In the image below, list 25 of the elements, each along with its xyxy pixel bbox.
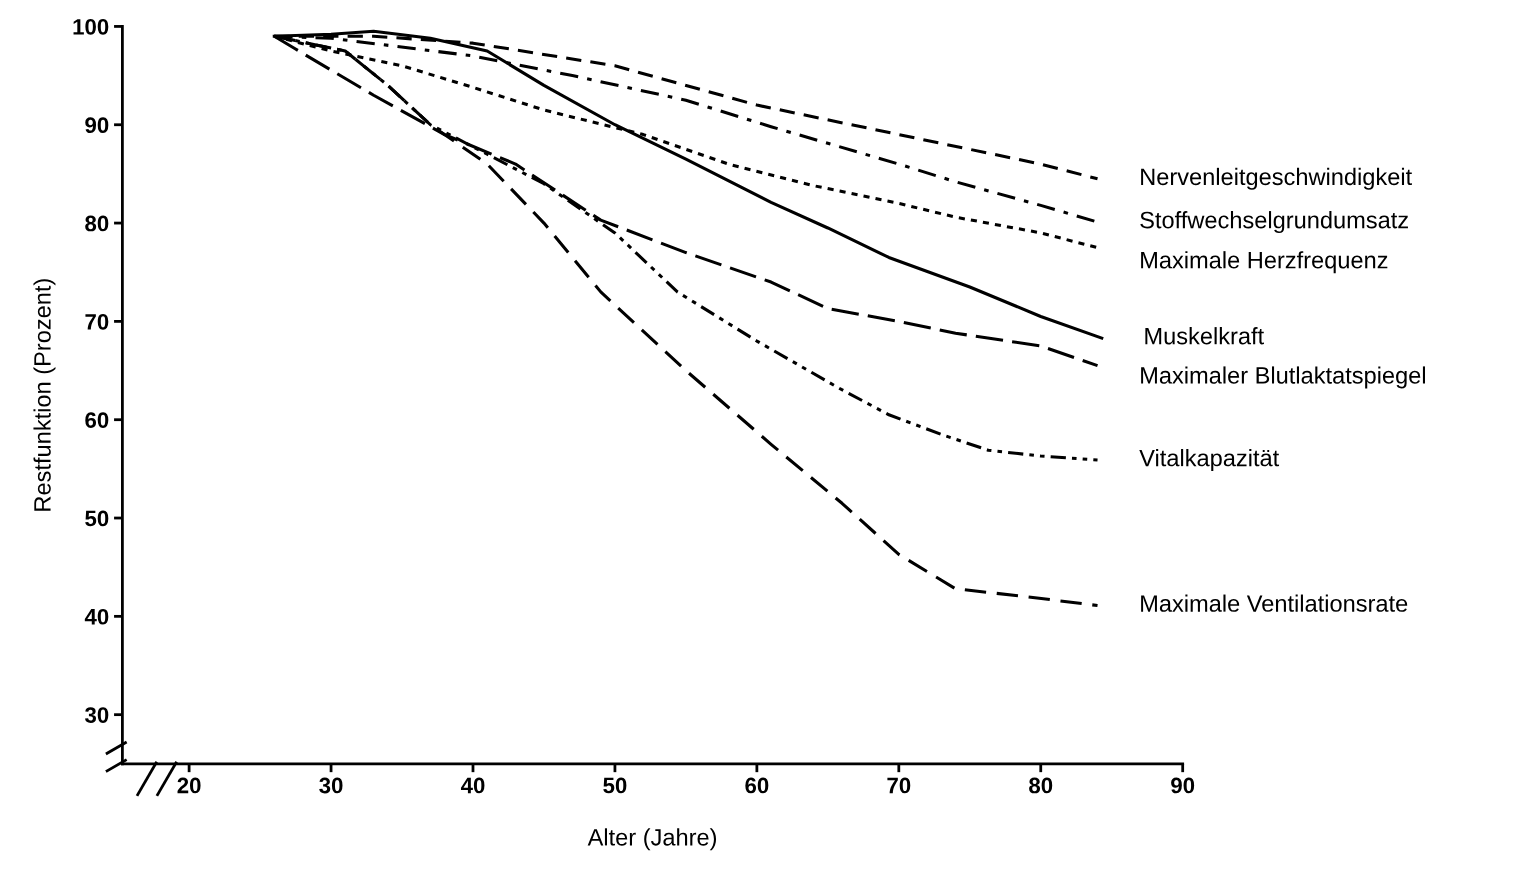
x-tick-label: 30: [319, 777, 343, 794]
x-tick-label: 40: [460, 777, 485, 794]
series-label: Stoffwechselgrundumsatz: [1140, 211, 1408, 234]
series-label: Muskelkraft: [1145, 327, 1264, 345]
x-tick-label: 80: [1029, 777, 1053, 794]
y-tick-label: 60: [85, 412, 109, 428]
y-tick-label: 50: [85, 510, 109, 527]
series-label: Maximaler Blutlaktatspiegel: [1141, 366, 1426, 389]
y-tick-label: 90: [85, 117, 109, 134]
y-axis-title: Restfunktion (Prozent): [33, 279, 56, 511]
y-tick-label: 100: [73, 18, 109, 35]
x-axis-title: Alter (Jahre): [587, 828, 717, 851]
series-label: Maximale Herzfrequenz: [1141, 251, 1388, 274]
x-tick-label: 70: [887, 777, 911, 794]
x-tick-label: 20: [177, 777, 201, 794]
y-tick-label: 30: [85, 707, 109, 723]
x-tick-label: 60: [745, 777, 769, 794]
series-label: Nervenleitgeschwindigkeit: [1141, 167, 1412, 190]
y-tick-label: 40: [84, 608, 109, 625]
x-tick-label: 50: [603, 777, 627, 794]
x-tick-label: 90: [1171, 777, 1195, 794]
y-tick-label: 70: [85, 313, 109, 330]
y-tick-label: 80: [85, 215, 109, 232]
series-label: Maximale Ventilationsrate: [1141, 594, 1408, 612]
series-label: Vitalkapazität: [1139, 449, 1280, 472]
